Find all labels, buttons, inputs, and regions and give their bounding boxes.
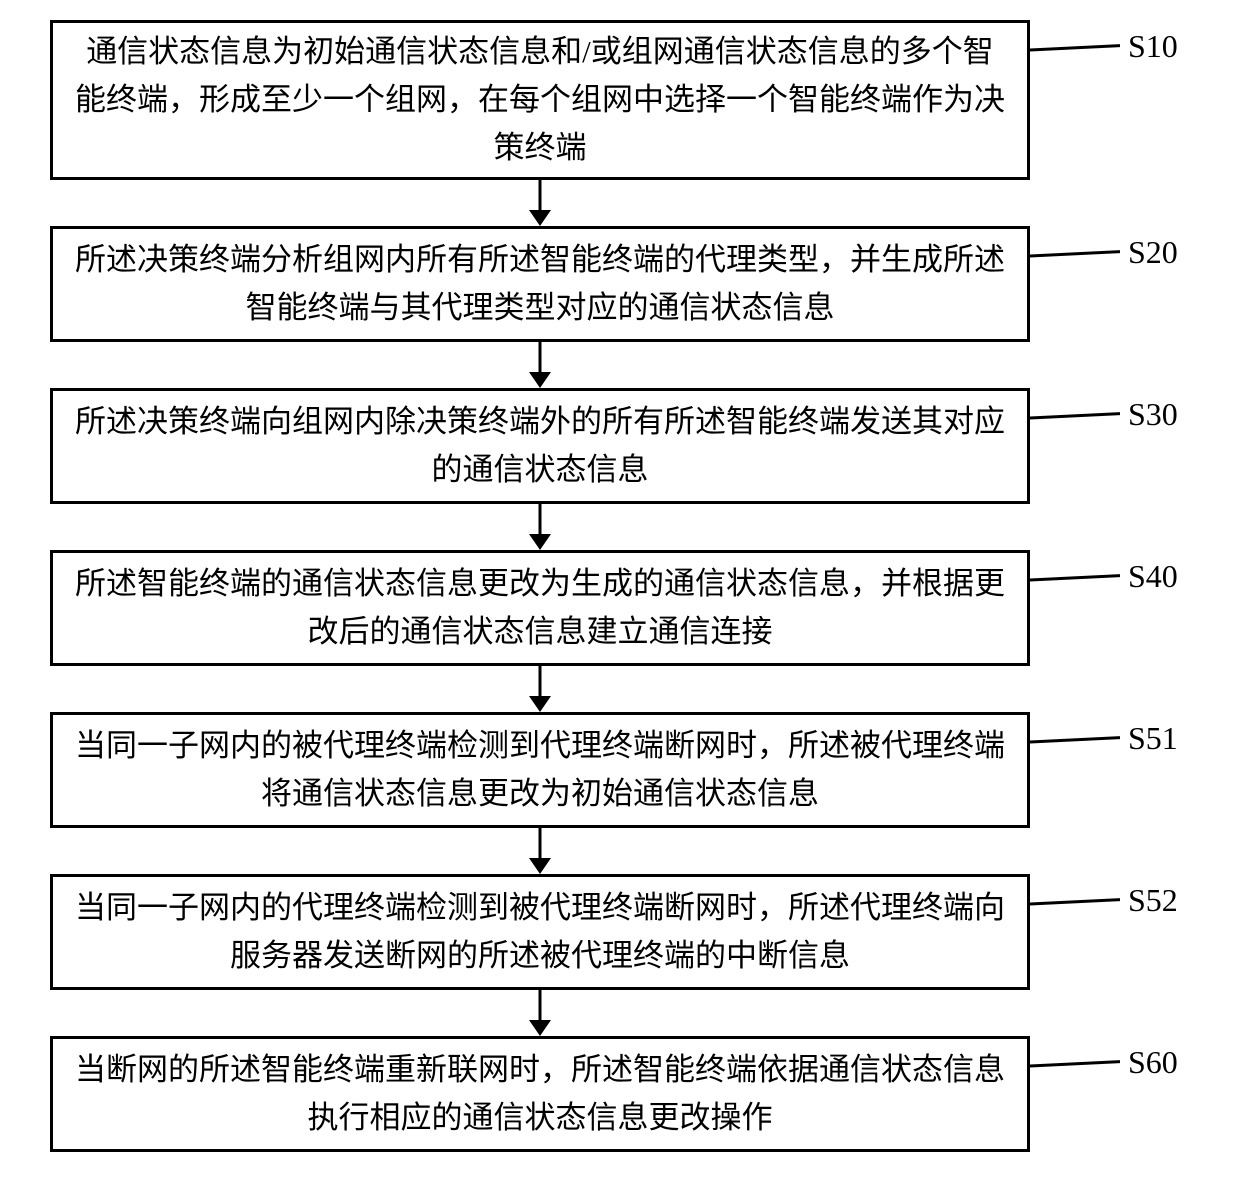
label-connector: [0, 0, 1240, 1200]
flowchart-container: 通信状态信息为初始通信状态信息和/或组网通信状态信息的多个智能终端，形成至少一个…: [0, 0, 1240, 1200]
